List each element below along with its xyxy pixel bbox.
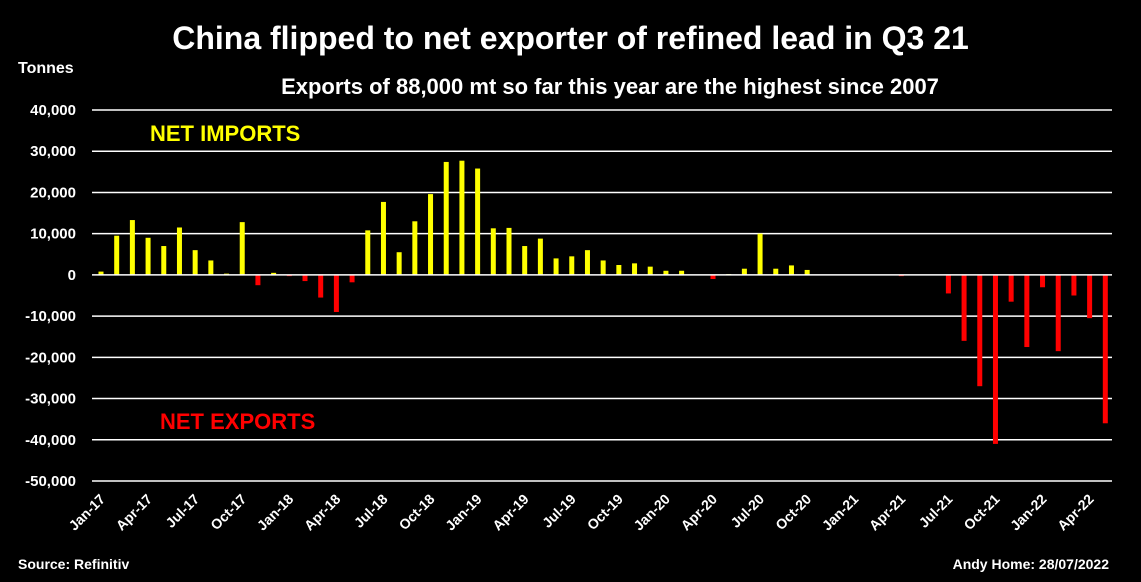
bar [600, 260, 606, 275]
bar [757, 233, 763, 275]
bar [506, 227, 512, 275]
x-tick-label: Oct-18 [396, 491, 438, 533]
bar [584, 250, 590, 275]
x-tick-label: Oct-17 [207, 491, 249, 533]
bar [710, 274, 716, 280]
y-tick-label: 20,000 [30, 184, 76, 201]
bar [396, 252, 402, 275]
bar [788, 265, 794, 275]
bar [1024, 274, 1030, 348]
bar [255, 274, 261, 286]
x-tick-label: Oct-19 [584, 491, 626, 533]
x-tick-label: Jul-17 [162, 491, 202, 531]
bar [302, 274, 308, 282]
y-axis-label: Tonnes [18, 60, 74, 77]
bar [1055, 274, 1061, 352]
bar [129, 220, 135, 275]
bar [1071, 274, 1077, 296]
bar [161, 246, 167, 275]
x-tick-label: Jan-22 [1007, 491, 1050, 534]
bar [992, 274, 998, 444]
bar [365, 230, 371, 275]
x-tick-label: Jan-21 [819, 491, 862, 534]
bar [616, 264, 622, 275]
bar [804, 269, 810, 275]
y-tick-label: 30,000 [30, 143, 76, 160]
bar [961, 274, 967, 341]
bar [192, 250, 198, 275]
x-tick-label: Jan-18 [254, 491, 297, 534]
bar [1087, 274, 1093, 319]
bar [663, 270, 669, 275]
y-tick-label: -40,000 [25, 432, 76, 449]
y-tick-label: -30,000 [25, 391, 76, 408]
bar [647, 266, 653, 275]
bar [1040, 274, 1046, 288]
bar [333, 274, 339, 312]
bar [412, 221, 418, 275]
bar [741, 268, 747, 275]
y-tick-label: -20,000 [25, 349, 76, 366]
x-tick-label: Apr-20 [677, 491, 720, 534]
bar [522, 246, 528, 275]
bar [475, 168, 481, 275]
bar [679, 270, 685, 275]
x-tick-label: Apr-19 [489, 491, 532, 534]
author-credit: Andy Home: 28/07/2022 [952, 556, 1109, 572]
bar [1008, 274, 1014, 302]
source-note: Source: Refinitiv [18, 556, 130, 572]
net-exports-annotation: NET EXPORTS [160, 409, 315, 434]
bar [553, 258, 559, 275]
bar [380, 201, 386, 275]
bar [176, 227, 182, 275]
bar [208, 260, 214, 275]
bar [569, 256, 575, 275]
x-tick-label: Oct-21 [960, 491, 1002, 533]
chart-subtitle: Exports of 88,000 mt so far this year ar… [281, 74, 939, 99]
bar [271, 272, 277, 275]
gridlines [92, 109, 1112, 482]
bar [977, 274, 983, 387]
bar [98, 271, 104, 275]
y-tick-label: -10,000 [25, 308, 76, 325]
y-tick-label: 0 [68, 267, 76, 284]
bars [98, 160, 1108, 444]
x-tick-label: Jan-19 [442, 491, 485, 534]
x-tick-labels: Jan-17 Apr-17 Jul-17 Oct-17 Jan-18 Apr-18 Jul-… [65, 491, 1096, 534]
x-tick-label: Jan-20 [630, 491, 673, 534]
x-tick-label: Apr-18 [301, 491, 344, 534]
bar [632, 263, 638, 275]
y-tick-label: -50,000 [25, 473, 76, 490]
bar [145, 237, 151, 275]
bar [1102, 274, 1108, 424]
chart-title: China flipped to net exporter of refined… [172, 20, 969, 56]
bar [114, 235, 120, 275]
x-tick-label: Apr-17 [113, 491, 156, 534]
y-tick-label: 10,000 [30, 226, 76, 243]
bar [459, 160, 465, 275]
bar [773, 268, 779, 275]
bar [490, 228, 496, 275]
bar [537, 238, 543, 275]
bar [428, 194, 434, 275]
x-tick-label: Jul-19 [539, 491, 579, 531]
x-tick-label: Oct-20 [772, 491, 814, 533]
x-tick-label: Apr-22 [1054, 491, 1097, 534]
x-tick-label: Jan-17 [65, 491, 108, 534]
x-tick-label: Jul-18 [351, 491, 391, 531]
x-tick-label: Apr-21 [866, 491, 909, 534]
bar [945, 274, 951, 294]
y-tick-label: 40,000 [30, 102, 76, 119]
net-imports-annotation: NET IMPORTS [150, 121, 300, 146]
bar [349, 274, 355, 283]
bar [318, 274, 324, 298]
bar [443, 161, 449, 275]
x-tick-label: Jul-20 [727, 491, 767, 531]
bar [239, 222, 245, 275]
y-tick-labels: 40,000 30,000 20,000 10,000 0 -10,000 -20,000 -… [25, 102, 76, 490]
x-tick-label: Jul-21 [916, 491, 956, 531]
